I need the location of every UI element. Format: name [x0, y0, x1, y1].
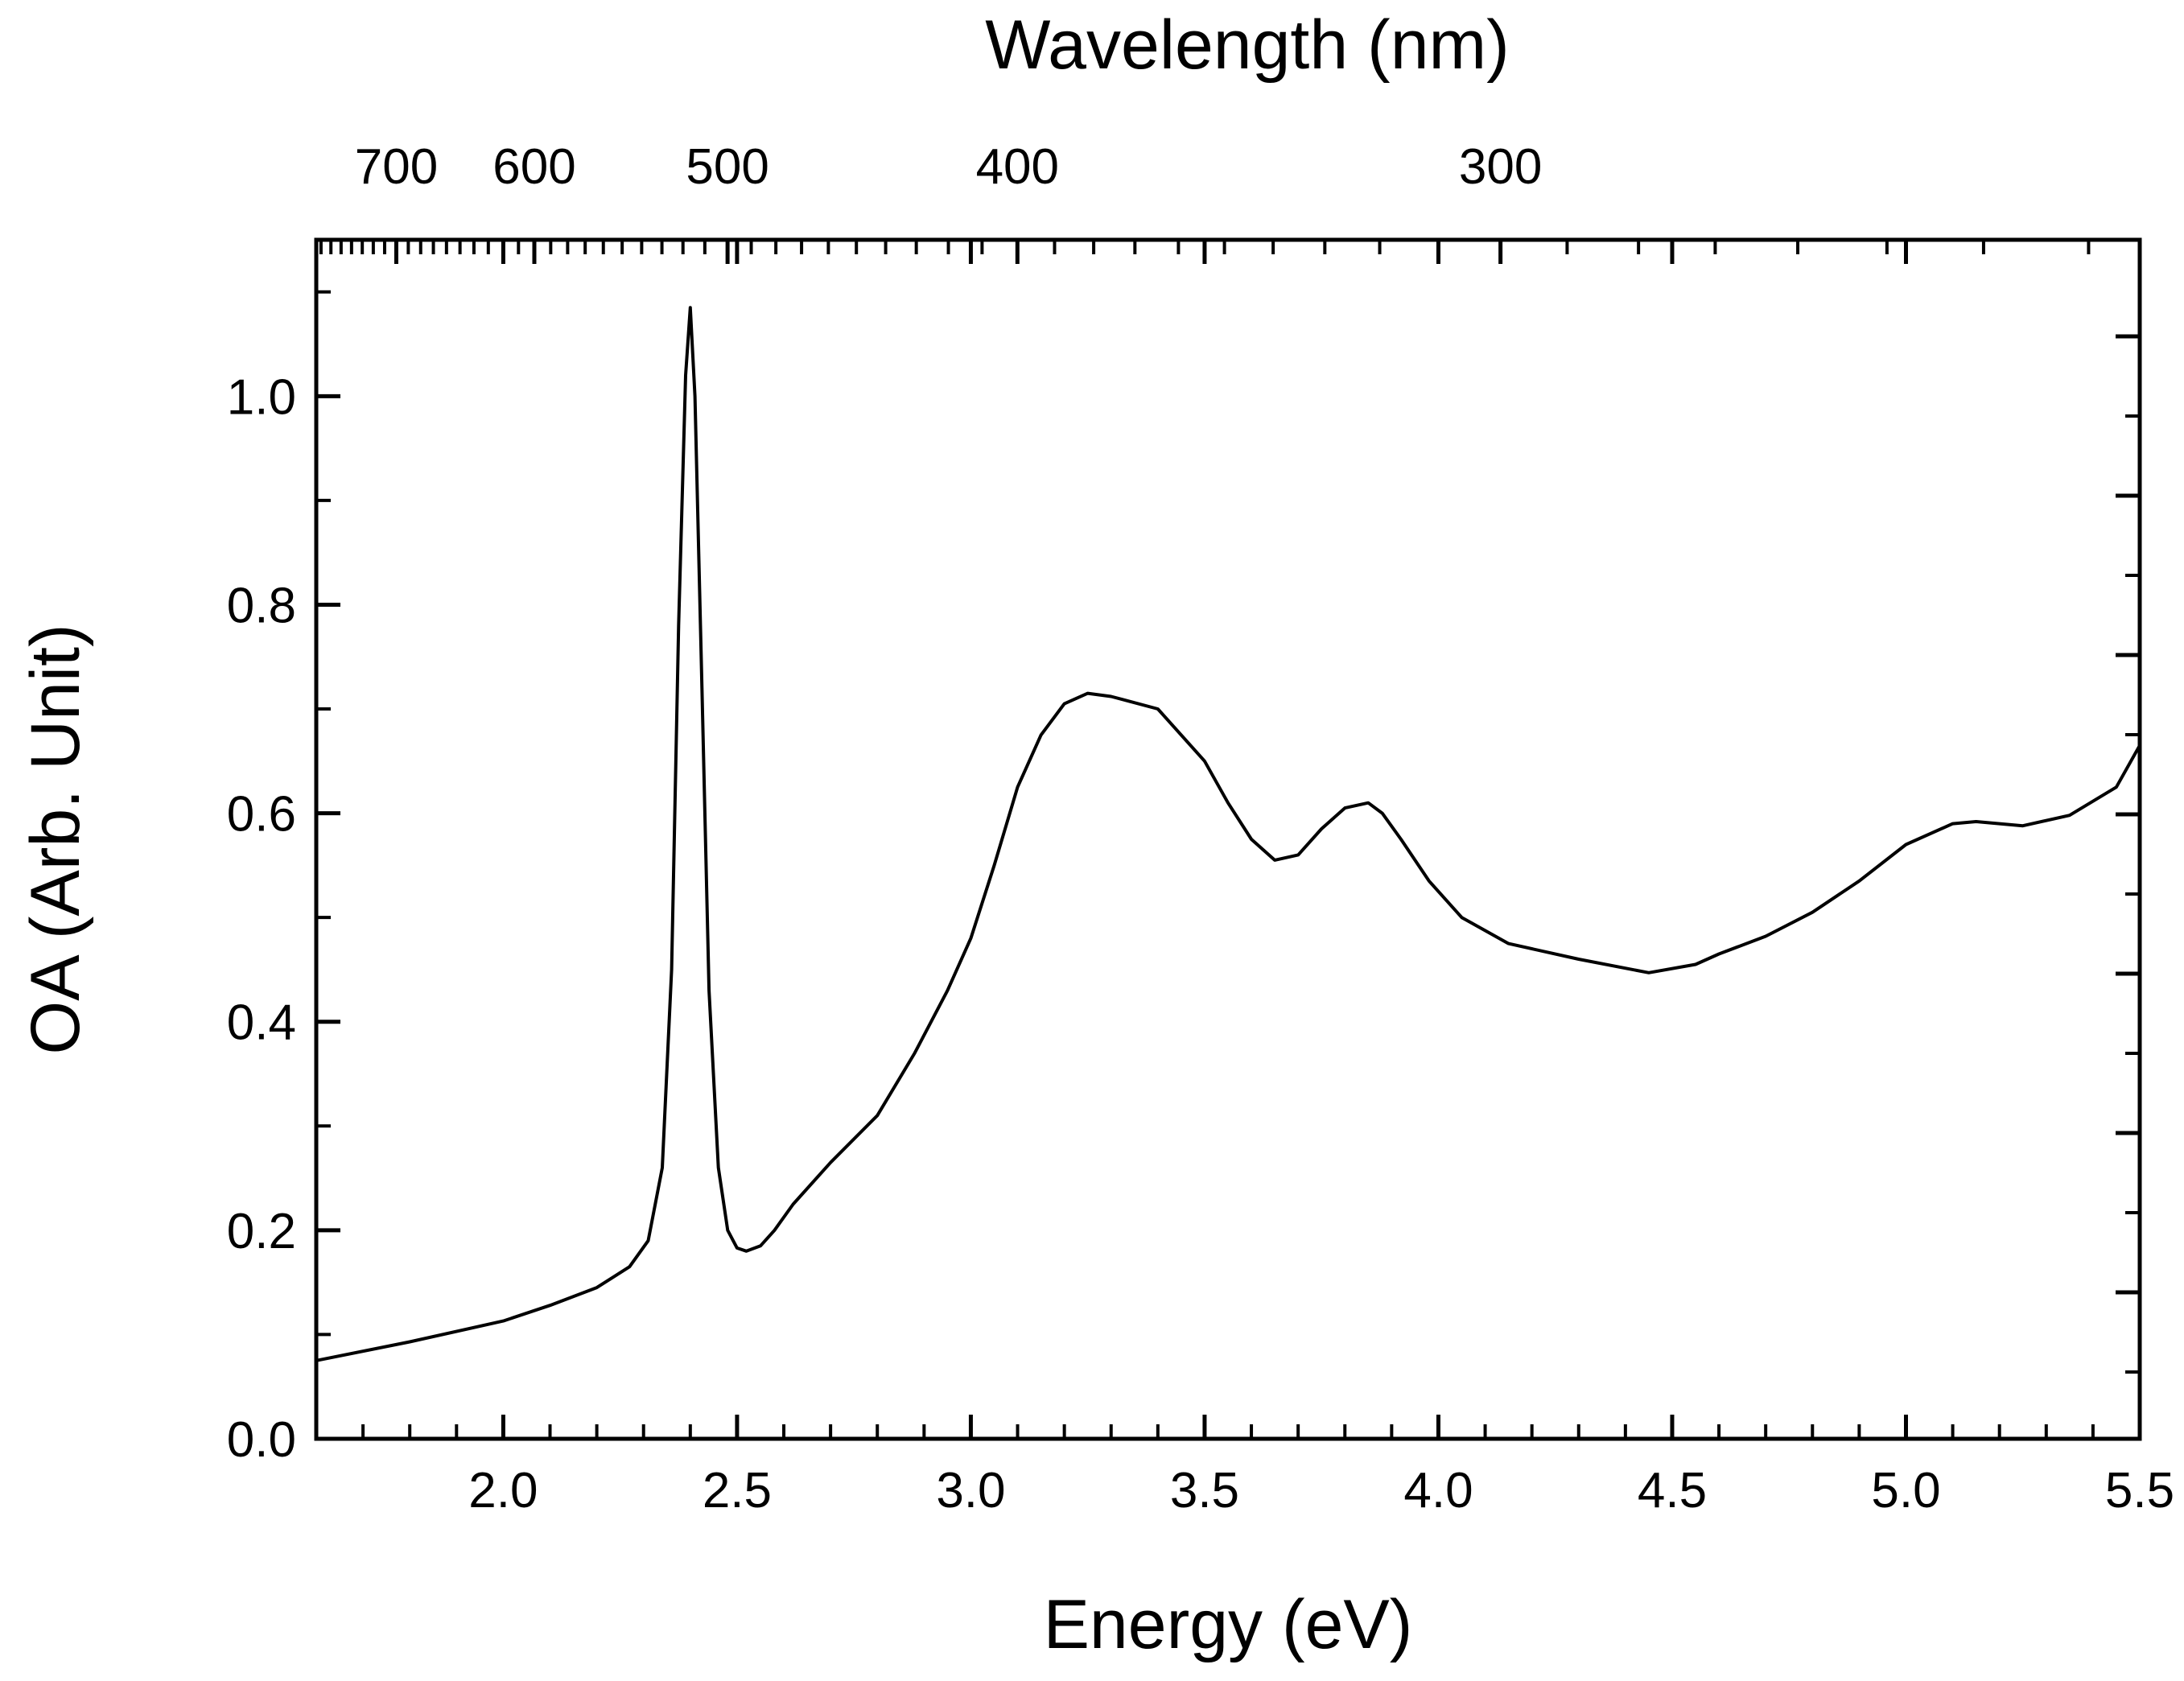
- x-tick-label: 3.5: [1170, 1463, 1239, 1518]
- top-tick-label: 700: [355, 139, 438, 195]
- x-tick-label: 4.5: [1638, 1463, 1707, 1518]
- y-tick-label: 1.0: [227, 369, 296, 425]
- y-tick-label: 0.6: [227, 787, 296, 843]
- top-tick-label: 600: [492, 139, 575, 195]
- x-tick-label: 3.0: [936, 1463, 1005, 1518]
- minor-ticks: [316, 290, 2140, 1439]
- tick-labels: 2.0 2.5 3.0 3.5 4.0 4.5 5.0 5.5 0.0 0.2 0.4 0.6 0.8 1…: [227, 139, 2174, 1518]
- top-tick-label: 300: [1459, 139, 1542, 195]
- x-tick-label: 5.0: [1871, 1463, 1940, 1518]
- oa-series-line: [315, 306, 2141, 1362]
- plot-frame: [314, 237, 2142, 1441]
- top-tick-label: 400: [976, 139, 1059, 195]
- x-axis-title: Energy (eV): [1044, 1586, 1413, 1663]
- x-tick-label: 5.5: [2105, 1463, 2174, 1518]
- x-tick-label: 2.0: [468, 1463, 538, 1518]
- top-wavelength-ticks: [319, 240, 2091, 264]
- top-tick-label: 500: [686, 139, 769, 195]
- y-tick-label: 0.4: [227, 995, 296, 1051]
- major-ticks: [316, 240, 2142, 1441]
- x-tick-label: 4.0: [1403, 1463, 1473, 1518]
- y-tick-label: 0.2: [227, 1204, 296, 1259]
- top-axis-title: Wavelength (nm): [985, 6, 1510, 84]
- x-tick-label: 2.5: [703, 1463, 772, 1518]
- y-tick-label: 0.8: [227, 578, 296, 633]
- y-tick-label: 0.0: [227, 1412, 296, 1468]
- y-axis-title: OA (Arb. Unit): [17, 624, 94, 1054]
